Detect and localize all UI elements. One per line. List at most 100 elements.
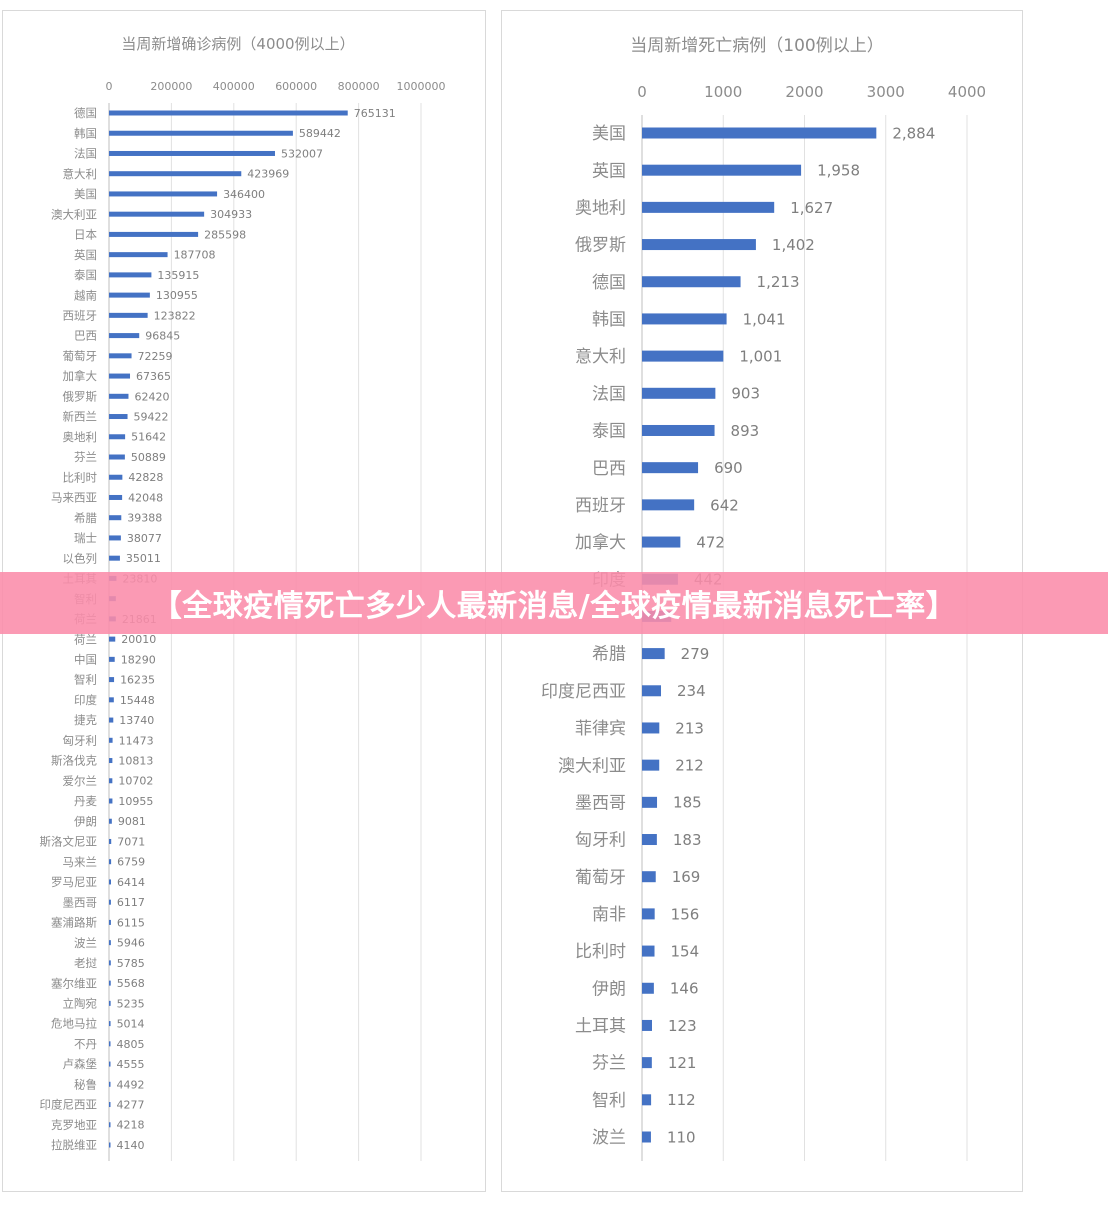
bar	[642, 1094, 652, 1106]
data-label: 423969	[247, 168, 289, 181]
bar	[109, 1142, 111, 1148]
data-label: 11473	[119, 734, 154, 747]
data-label: 185	[673, 794, 702, 812]
data-label: 146	[670, 980, 699, 998]
category-label: 不丹	[74, 1037, 97, 1051]
category-label: 马来西亚	[51, 491, 97, 505]
category-label: 俄罗斯	[63, 389, 98, 403]
category-label: 巴西	[74, 329, 97, 343]
bar	[109, 252, 168, 258]
category-label: 奥地利	[63, 430, 98, 444]
data-label: 346400	[223, 188, 265, 201]
category-label: 伊朗	[592, 979, 626, 999]
bar	[109, 940, 111, 946]
category-label: 波兰	[74, 936, 97, 950]
category-label: 意大利	[63, 167, 98, 181]
data-label: 110	[667, 1128, 696, 1146]
bar	[109, 110, 348, 116]
bar	[109, 879, 112, 885]
bar	[109, 1000, 111, 1006]
category-label: 葡萄牙	[63, 349, 98, 363]
data-label: 285598	[204, 228, 246, 241]
category-label: 土耳其	[575, 1017, 626, 1037]
bar	[642, 387, 716, 399]
data-label: 156	[671, 905, 700, 923]
category-label: 以色列	[63, 551, 98, 565]
category-label: 韩国	[74, 126, 97, 140]
bar	[109, 231, 199, 237]
bar	[642, 871, 656, 883]
x-tick-label: 800000	[338, 80, 380, 93]
data-label: 642	[710, 496, 739, 514]
category-label: 墨西哥	[63, 895, 98, 909]
bar	[109, 758, 113, 764]
category-label: 拉脱维亚	[51, 1138, 97, 1152]
bar	[642, 239, 756, 251]
bar	[109, 1102, 111, 1108]
bar	[642, 834, 657, 846]
data-label: 4805	[117, 1038, 145, 1051]
category-label: 波兰	[592, 1128, 626, 1148]
category-label: 塞浦路斯	[51, 916, 97, 930]
bar	[109, 960, 111, 966]
data-label: 4555	[117, 1058, 145, 1071]
data-label: 42828	[128, 471, 163, 484]
bar	[642, 982, 654, 994]
data-label: 38077	[127, 532, 162, 545]
x-tick-label: 1000000	[397, 80, 446, 93]
x-tick-label: 600000	[275, 80, 317, 93]
bar	[109, 656, 115, 662]
bar	[642, 1131, 651, 1143]
bar	[109, 272, 152, 278]
bar	[642, 201, 775, 213]
bar	[109, 434, 126, 440]
bar	[109, 535, 121, 541]
category-label: 比利时	[575, 942, 626, 962]
bar	[642, 499, 695, 511]
category-label: 印度尼西亚	[541, 682, 626, 702]
category-label: 西班牙	[575, 496, 626, 516]
bar	[642, 648, 665, 660]
data-label: 10702	[118, 775, 153, 788]
bar	[109, 1081, 111, 1087]
bar	[109, 474, 123, 480]
x-tick-label: 2000	[785, 83, 823, 101]
category-label: 巴西	[592, 459, 626, 479]
data-label: 7071	[117, 835, 145, 848]
bar	[109, 555, 120, 561]
data-label: 15448	[120, 694, 155, 707]
category-label: 加拿大	[63, 369, 98, 383]
category-label: 澳大利亚	[51, 207, 97, 221]
bar	[109, 454, 125, 460]
bar	[109, 191, 218, 197]
data-label: 6759	[117, 856, 145, 869]
category-label: 卢森堡	[63, 1057, 98, 1071]
category-label: 智利	[74, 673, 97, 687]
bar	[109, 1041, 111, 1047]
bar	[642, 462, 699, 474]
category-label: 希腊	[74, 511, 97, 525]
category-label: 德国	[592, 273, 626, 293]
cases-bar-chart: 当周新增确诊病例（4000例以上） 0 200000 400000 600000 8000…	[40, 35, 446, 1161]
bar	[642, 424, 715, 436]
category-label: 法国	[74, 147, 97, 161]
category-label: 中国	[74, 652, 97, 666]
data-label: 234	[677, 682, 706, 700]
data-label: 690	[714, 459, 743, 477]
data-label: 51642	[131, 431, 166, 444]
category-label: 立陶宛	[63, 996, 98, 1010]
data-label: 50889	[131, 451, 166, 464]
bar	[642, 127, 877, 139]
data-label: 20010	[121, 633, 156, 646]
data-label: 213	[675, 719, 704, 737]
x-tick-label: 4000	[948, 83, 986, 101]
category-label: 丹麦	[74, 794, 97, 808]
data-label: 42048	[128, 491, 163, 504]
bar	[642, 945, 655, 957]
data-label: 183	[673, 831, 702, 849]
category-label: 秘鲁	[74, 1077, 97, 1091]
bar	[109, 798, 113, 804]
category-label: 加拿大	[575, 532, 626, 553]
bar	[109, 636, 116, 642]
category-label: 印度	[74, 693, 97, 707]
